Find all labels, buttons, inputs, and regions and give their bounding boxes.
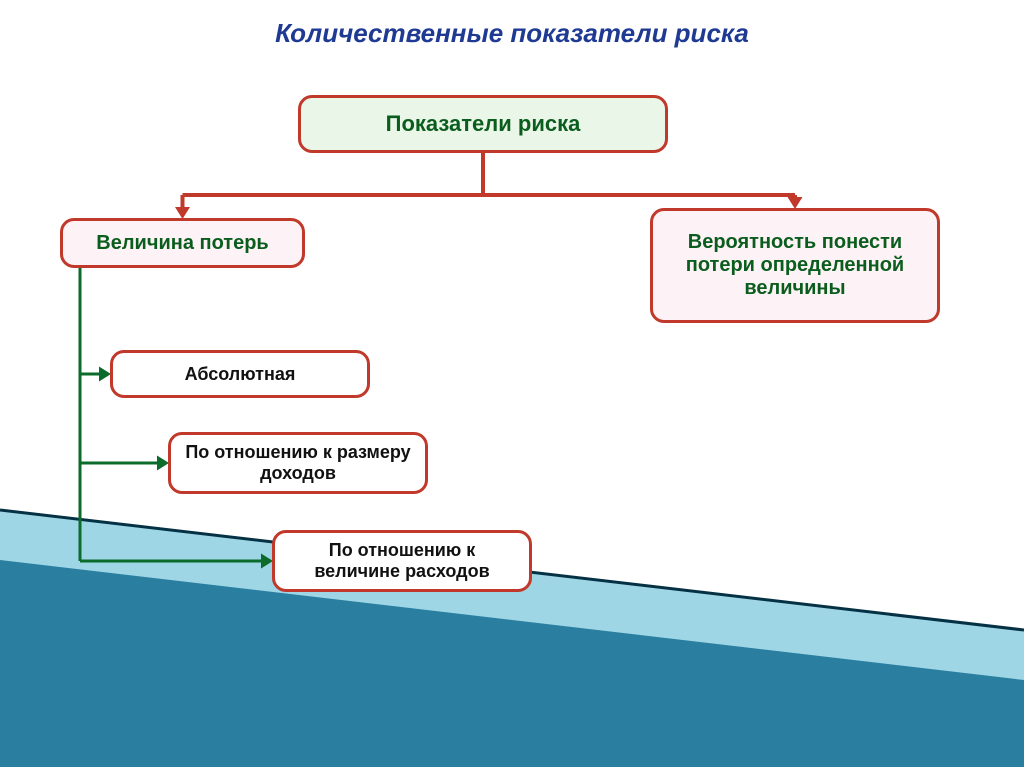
sub-box-1: Абсолютная: [110, 350, 370, 398]
sub-box-2: По отношению к размеру доходов: [168, 432, 428, 494]
branch-right-box: Вероятность понести потери определенной …: [650, 208, 940, 323]
root-box: Показатели риска: [298, 95, 668, 153]
branch-left-box: Величина потерь: [60, 218, 305, 268]
branch-right-label: Вероятность понести потери определенной …: [663, 231, 927, 300]
title-text: Количественные показатели риска: [275, 18, 749, 48]
sub-box-3: По отношению к величине расходов: [272, 530, 532, 592]
sub-label-3: По отношению к величине расходов: [285, 540, 519, 582]
page-title: Количественные показатели риска: [0, 18, 1024, 49]
sub-label-2: По отношению к размеру доходов: [181, 442, 415, 484]
branch-left-label: Величина потерь: [96, 232, 268, 255]
root-label: Показатели риска: [386, 111, 581, 137]
sub-label-1: Абсолютная: [185, 364, 296, 385]
